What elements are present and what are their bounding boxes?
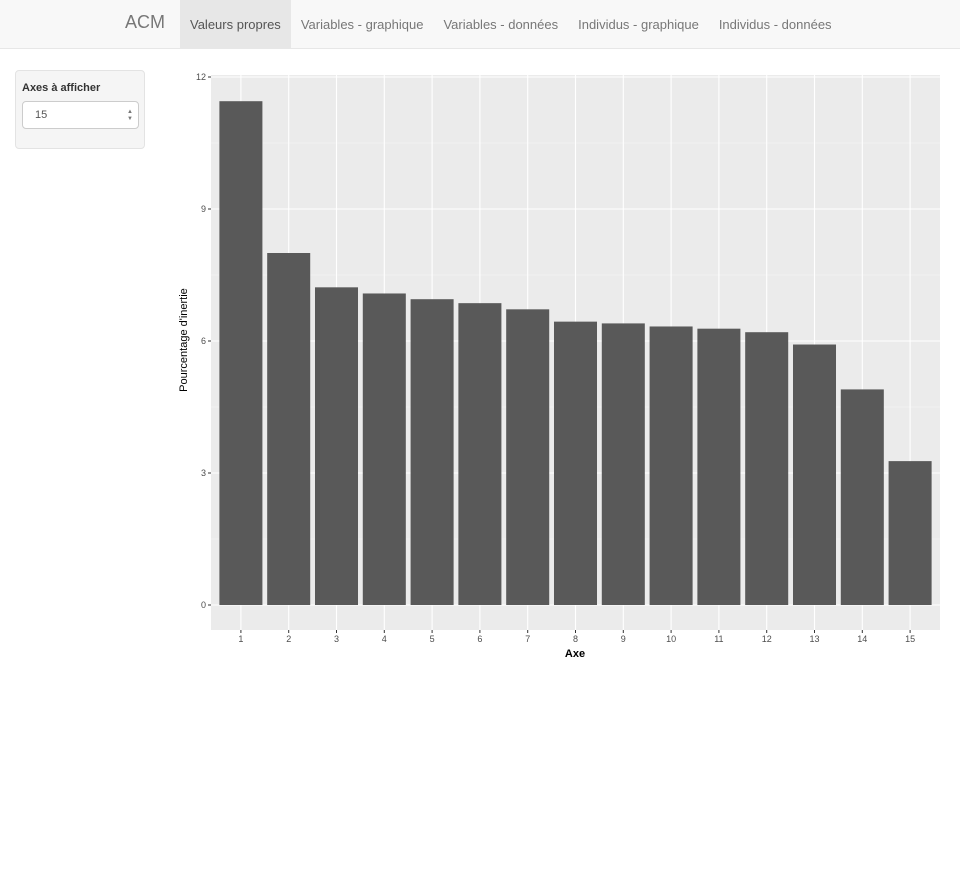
nav-tabs: Valeurs propres Variables - graphique Va… [180, 0, 842, 49]
x-tick-label: 4 [382, 634, 387, 644]
bars [219, 101, 932, 605]
x-tick-label: 7 [525, 634, 530, 644]
bar-axe-10 [649, 326, 693, 605]
sidebar-panel: Axes à afficher 15 ▲ ▼ [15, 70, 145, 149]
bar-axe-5 [410, 299, 454, 605]
bar-axe-11 [697, 328, 741, 605]
x-tick-label: 11 [714, 634, 723, 644]
axes-input-value: 15 [35, 109, 48, 121]
y-tick-label: 9 [201, 204, 206, 214]
x-tick-label: 9 [621, 634, 626, 644]
bar-axe-9 [601, 323, 645, 605]
spinner-up-icon[interactable]: ▲ [127, 109, 133, 115]
x-tick-label: 14 [857, 634, 867, 644]
x-tick-label: 8 [573, 634, 578, 644]
x-tick-label: 1 [238, 634, 243, 644]
x-tick-label: 6 [477, 634, 482, 644]
axes-number-input[interactable]: 15 ▲ ▼ [22, 101, 139, 129]
bar-axe-13 [792, 344, 837, 605]
axes-input-label: Axes à afficher [22, 82, 101, 94]
spinner-down-icon[interactable]: ▼ [127, 116, 133, 122]
y-tick-label: 6 [201, 336, 206, 346]
bar-axe-4 [362, 293, 406, 605]
x-tick-label: 13 [809, 634, 819, 644]
x-tick-label: 15 [905, 634, 915, 644]
x-tick-label: 10 [666, 634, 676, 644]
x-axis-label: Axe [565, 648, 585, 660]
eigenvalue-chart: 0 3 6 9 12 1 2 3 4 5 6 7 8 9 10 11 12 13 14 15 Axe Pourcent… [160, 60, 945, 675]
y-tick-label: 3 [201, 468, 206, 478]
y-tick-label: 12 [196, 72, 206, 82]
x-tick-label: 2 [286, 634, 291, 644]
navbar-brand[interactable]: ACM [125, 12, 165, 32]
navbar: ACM Valeurs propres Variables - graphiqu… [0, 0, 960, 49]
bar-axe-6 [458, 303, 502, 605]
bar-axe-8 [553, 321, 598, 605]
x-tick-label: 5 [430, 634, 435, 644]
bar-axe-2 [267, 253, 311, 605]
y-tick-label: 0 [201, 600, 206, 610]
tab-individus-graphique[interactable]: Individus - graphique [578, 17, 699, 32]
bar-axe-7 [506, 309, 550, 605]
x-tick-label: 12 [762, 634, 772, 644]
bar-axe-15 [888, 461, 932, 605]
tab-variables-donnees[interactable]: Variables - données [443, 17, 559, 32]
tab-valeurs-propres[interactable]: Valeurs propres [180, 0, 291, 49]
x-tick-label: 3 [334, 634, 339, 644]
bar-axe-1 [219, 101, 263, 605]
tab-individus-donnees[interactable]: Individus - données [718, 17, 832, 32]
y-axis-label: Pourcentage d'inertie [178, 288, 190, 392]
bar-axe-14 [840, 389, 884, 605]
bar-axe-3 [314, 287, 359, 605]
bar-axe-12 [745, 332, 789, 605]
tab-variables-graphique[interactable]: Variables - graphique [300, 17, 424, 32]
